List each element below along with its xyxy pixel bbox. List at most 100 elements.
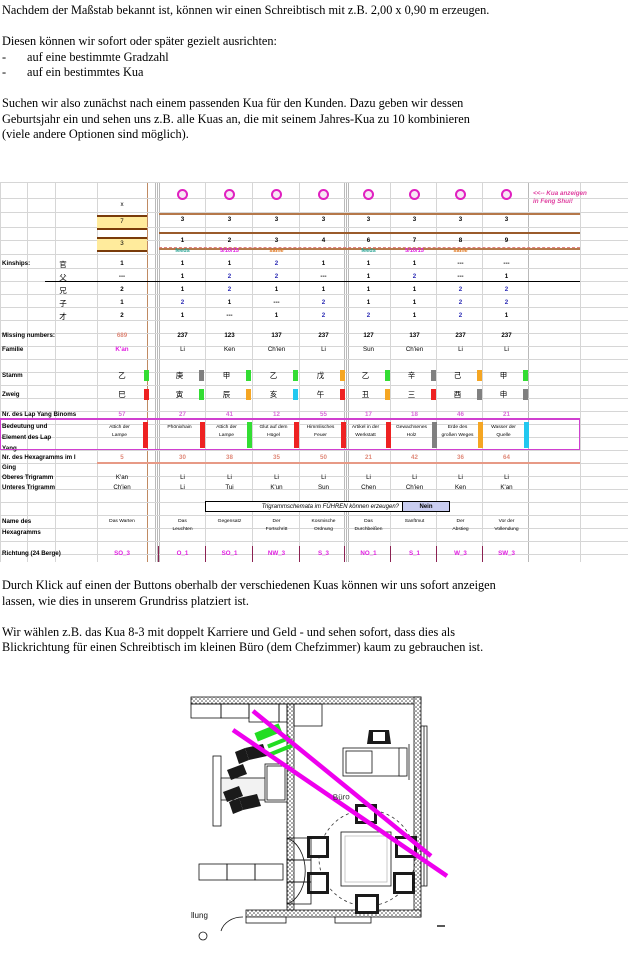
kua-column-header-2: 2 <box>227 237 232 244</box>
oberes-9: Li <box>504 474 509 481</box>
missing-9: 237 <box>501 332 512 339</box>
oberes-2: Li <box>227 474 232 481</box>
lap-yang-bar-3 <box>294 422 299 448</box>
richtung-separator <box>344 546 345 562</box>
name-hex-9-line-0: Vor der <box>498 519 515 524</box>
name-hex-7-line-0: Sanftmut <box>404 519 425 524</box>
kua-show-button-8[interactable] <box>454 189 466 200</box>
kua-note: <<-- Kua anzeigen in Feng Shui! <box>533 190 587 206</box>
kua-column-sub-2: 5/10/15 <box>220 248 239 254</box>
kinship-ref-1: --- <box>118 273 126 280</box>
lap-yang-no-6: 17 <box>365 411 372 418</box>
kinship-cell-1-5: 2 <box>412 273 417 280</box>
lap-yang-bar-6 <box>386 422 391 448</box>
zweig-2: 辰 <box>222 390 231 399</box>
name-hex-1-line-0: Das <box>178 519 187 524</box>
bullet-marker: - <box>2 49 7 64</box>
kinship-cell-1-6: --- <box>457 273 464 280</box>
kinship-glyph-1: 父 <box>59 273 67 282</box>
lap-yang-7-line-1: Holz <box>406 433 417 438</box>
richtung-8: W_3 <box>454 550 467 557</box>
kua-column-header-4: 4 <box>321 237 326 244</box>
label-bedeutung-0: Bedeutung und <box>2 423 48 430</box>
oberes-7: Li <box>412 474 417 481</box>
lap-yang-9: Wasser der Quelle <box>484 424 523 446</box>
familie-6: Sun <box>362 346 374 353</box>
rule <box>159 232 580 234</box>
kua-show-button-6[interactable] <box>362 189 374 200</box>
stamm-6: 乙 <box>361 371 370 380</box>
name-hex-4-line-1: Ordnung <box>313 527 334 532</box>
kua-show-button-3[interactable] <box>270 189 282 200</box>
richtung-separator <box>252 546 253 562</box>
trigramm-action-bar[interactable]: Trigrammschemata im FÜHREN können erzeug… <box>205 501 450 512</box>
kinship-cell-3-6: 2 <box>458 299 463 306</box>
label-nr-hexagramm-1: Ging <box>2 464 17 471</box>
lap-yang-1-line-0: Phönixhain <box>167 425 192 430</box>
paragraph-line: Blickrichtung für einen Schreibtisch im … <box>2 640 484 654</box>
richtung-separator <box>299 546 300 562</box>
kua-show-button-2[interactable] <box>223 189 235 200</box>
zweig-swatch-4 <box>340 389 345 400</box>
kinship-cell-2-1: 2 <box>227 286 232 293</box>
trigramm-action-button[interactable]: Nein <box>402 502 449 511</box>
lap-yang-bar-7 <box>432 422 437 448</box>
richtung-separator <box>390 546 391 562</box>
stamm-2: 甲 <box>222 371 231 380</box>
name-hex-ref-line-0: Das Warten <box>109 519 135 524</box>
kua-column-sub-3: same <box>269 248 284 254</box>
lap-yang-bar-9 <box>524 422 529 448</box>
zweig-1: 寅 <box>175 390 184 399</box>
name-hex-4: Kosmische Ordnung <box>301 518 346 540</box>
lap-yang-bar-ref <box>143 422 148 448</box>
name-hex-8: Der Abstieg <box>438 518 483 540</box>
kua-show-button-9[interactable] <box>500 189 512 200</box>
lap-yang-2-line-0: Attich der <box>216 425 237 430</box>
kua-note-line-1: in Feng Shui! <box>533 198 573 205</box>
kua-show-button-1[interactable] <box>176 189 188 200</box>
kua-three-9: 3 <box>504 216 509 223</box>
lap-yang-3-line-1: Hügel <box>267 433 280 438</box>
name-hex-3-line-0: Der <box>272 519 281 524</box>
kua-year-input[interactable]: 7 <box>97 215 147 230</box>
lap-yang-8: Erde des großen Weges <box>438 424 477 446</box>
lap-yang-2: Attich der Lampe <box>207 424 246 446</box>
kua-second-input[interactable]: 3 <box>97 237 147 252</box>
kua-show-button-4[interactable] <box>317 189 329 200</box>
kua-note-line-0: <<-- Kua anzeigen <box>533 190 587 197</box>
kinship-cell-0-5: 1 <box>412 260 417 267</box>
kua-second-value: 3 <box>120 240 124 247</box>
zweig-7: 三 <box>407 390 416 399</box>
kinship-cell-0-7: --- <box>503 260 510 267</box>
paragraph-line: Geburtsjahr ein und sehen uns z.B. alle … <box>2 111 470 126</box>
kinship-cell-1-1: 2 <box>227 273 232 280</box>
kua-spreadsheet[interactable]: x 7 3 <<-- Kua anzeigen in Feng Shui! 3 3 3 3 3 3 3… <box>0 182 628 562</box>
floorplan-left-label: llung <box>191 911 208 920</box>
richtung-ref: SO_3 <box>114 550 130 557</box>
oberes-4: Li <box>321 474 326 481</box>
kinship-cell-0-2: 2 <box>274 260 279 267</box>
scale-x-cell[interactable]: x <box>120 201 124 208</box>
stamm-ref: 乙 <box>118 371 126 380</box>
oberes-6: Li <box>366 474 371 481</box>
explanation-paragraph-block: Durch Klick auf einen der Buttons oberha… <box>2 578 628 656</box>
hexagramm-no-6: 21 <box>365 454 372 461</box>
zweig-swatch-7 <box>431 389 436 400</box>
richtung-9: SW_3 <box>498 550 515 557</box>
name-hex-9-line-1: Vollendung <box>494 527 519 532</box>
lap-yang-9-line-1: Quelle <box>496 433 511 438</box>
lap-yang-6-line-1: Werkstatt <box>355 433 376 438</box>
name-hex-1: Das Leuchten <box>160 518 205 540</box>
missing-1: 237 <box>177 332 188 339</box>
kinship-cell-4-1: --- <box>226 312 233 319</box>
missing-6: 127 <box>363 332 374 339</box>
lap-yang-1: Phönixhain <box>160 424 199 446</box>
kua-show-button-7[interactable] <box>408 189 420 200</box>
kinship-cell-2-7: 2 <box>504 286 509 293</box>
kua-column-header-7: 7 <box>412 237 417 244</box>
richtung-separator <box>436 546 437 562</box>
lap-yang-bar-1 <box>200 422 205 448</box>
name-hex-6-line-1: Durchbeißen <box>354 527 383 532</box>
kua-three-8: 3 <box>458 216 463 223</box>
kinship-cell-2-2: 1 <box>274 286 279 293</box>
